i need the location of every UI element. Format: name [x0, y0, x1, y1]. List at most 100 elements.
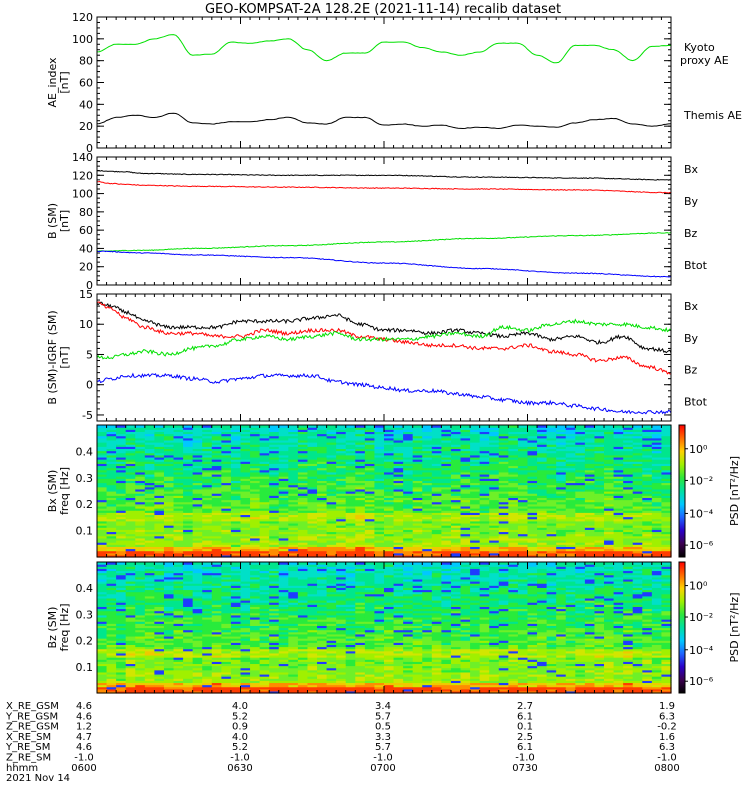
ephemeris-value: 1.2 [76, 722, 92, 733]
y-tick-label: 0.2 [76, 498, 94, 511]
ephemeris-value: 2.7 [517, 701, 533, 712]
legend-entry-kyoto: Kyoto [684, 41, 715, 54]
legend-entry-bz: Bz [684, 227, 698, 240]
ephemeris-value: 4.7 [76, 732, 92, 743]
ephemeris-value: 0.5 [375, 722, 391, 733]
ephemeris-value: 0700 [370, 763, 395, 774]
colorbar-tick-label: 10⁻⁴ [689, 644, 714, 657]
series-line-bx [97, 250, 671, 278]
series-line-bz [97, 232, 671, 252]
y-axis-unit: [nT] [58, 346, 71, 368]
colorbar [678, 561, 686, 694]
legend-entry-bx: Bx [684, 163, 699, 176]
ephemeris-value: 0630 [227, 763, 252, 774]
y-tick-label: 10 [79, 318, 93, 331]
y-tick-label: 20 [79, 120, 93, 133]
ephemeris-label: hhmm [6, 763, 38, 774]
ephemeris-value: 5.2 [232, 742, 248, 753]
legend-entry-kyoto: proxy AE [680, 54, 729, 67]
y-tick-label: 80 [79, 206, 93, 219]
y-tick-label: 0 [86, 279, 93, 292]
ephemeris-value: 5.7 [375, 742, 391, 753]
y-tick-label: 20 [79, 261, 93, 274]
y-axis-label: B (SM) [46, 203, 59, 239]
y-tick-label: 0.1 [76, 525, 94, 538]
ephemeris-value: 6.3 [659, 742, 675, 753]
y-tick-label: 40 [79, 98, 93, 111]
y-tick-label: 0 [86, 379, 93, 392]
colorbar-label: PSD [nT²/Hz] [728, 456, 741, 526]
y-tick-label: 0.3 [76, 608, 94, 621]
ephemeris-value: 0600 [71, 763, 96, 774]
series-line-bx [97, 372, 671, 415]
ephemeris-value: -1.0 [373, 753, 393, 764]
y-axis-label: B (SM)-IGRF (SM) [46, 310, 59, 404]
ephemeris-value: 5.7 [375, 711, 391, 722]
ephemeris-value: 4.6 [76, 742, 92, 753]
series-line-btot [97, 301, 671, 354]
series-line-by [97, 318, 671, 360]
y-tick-label: 60 [79, 224, 93, 237]
y-tick-label: 0.3 [76, 472, 94, 485]
colorbar-label: PSD [nT²/Hz] [728, 592, 741, 662]
legend-entry-themis: Themis AE [683, 109, 742, 122]
series-line-by [97, 180, 671, 194]
panel-3: -5 0 5 10 15 B (SM)-IGRF (SM) [nT] Bx By Bz Btot [46, 288, 708, 422]
ephemeris-value: 4.6 [76, 711, 92, 722]
ephemeris-value: 0730 [512, 763, 537, 774]
y-tick-label: 120 [72, 11, 93, 24]
ephemeris-value: 4.6 [76, 701, 92, 712]
ephemeris-value: 3.3 [375, 732, 391, 743]
series-line-themis-ae [97, 112, 671, 130]
y-tick-label: 120 [72, 169, 93, 182]
figure-title: GEO-KOMPSAT-2A 128.2E (2021-11-14) recal… [205, 2, 561, 17]
y-axis-unit: [nT] [58, 71, 71, 93]
legend-entry-btot: Btot [684, 395, 708, 408]
panel-2: 0 20 40 60 80 100 120 140 B (SM) [nT] Bx By Bz Btot [46, 151, 708, 292]
series-line-kyoto-proxy-ae [97, 34, 671, 64]
ephemeris-value: 1.6 [659, 732, 675, 743]
colorbar-tick-label: 10⁻⁶ [689, 539, 714, 552]
panel-frame [96, 156, 672, 286]
y-tick-label: 80 [79, 55, 93, 68]
y-tick-label: 0.4 [76, 445, 94, 458]
series-line-bz [97, 301, 671, 375]
ephemeris-label: Z_RE_GSM [6, 722, 59, 733]
ephemeris-value: 4.0 [232, 701, 248, 712]
y-tick-label: 0 [86, 142, 93, 155]
ephemeris-label: Z_RE_SM [6, 753, 51, 764]
y-tick-label: 60 [79, 77, 93, 90]
ephemeris-value: 5.2 [232, 711, 248, 722]
y-tick-label: 40 [79, 242, 93, 255]
ephemeris-value: -1.0 [657, 753, 677, 764]
panel-frame [96, 16, 672, 149]
ephemeris-value: -1.0 [74, 753, 94, 764]
ephemeris-value: 3.4 [375, 701, 391, 712]
ephemeris-label: Y_RE_GSM [5, 711, 58, 722]
colorbar-tick-label: 10⁻⁴ [689, 507, 714, 520]
spectrogram [97, 425, 672, 558]
panel-frame [96, 293, 672, 422]
spectrogram [97, 562, 672, 694]
ephemeris-label: X_RE_GSM [6, 701, 59, 712]
y-tick-label: 15 [79, 288, 93, 301]
y-tick-label: -5 [82, 409, 93, 422]
y-tick-label: 0.1 [76, 661, 94, 674]
y-tick-label: 0.4 [76, 582, 94, 595]
legend-entry-bz: Bz [684, 364, 698, 377]
colorbar-tick-label: 10⁻² [689, 474, 713, 487]
ephemeris-value: 6.1 [517, 742, 533, 753]
legend-entry-by: By [684, 332, 699, 345]
y-tick-label: 5 [86, 348, 93, 361]
y-axis-unit: freq [Hz] [58, 467, 71, 515]
colorbar-tick-label: 10⁻⁶ [689, 675, 714, 688]
ephemeris-value: -1.0 [230, 753, 250, 764]
y-tick-label: 140 [72, 151, 93, 164]
legend-entry-btot: Btot [684, 259, 708, 272]
ephemeris-value: 2.5 [517, 732, 533, 743]
y-tick-label: 100 [72, 33, 93, 46]
colorbar-tick-label: 10⁰ [689, 443, 708, 456]
ephemeris-date: 2021 Nov 14 [6, 773, 70, 784]
series-line-btot [97, 169, 671, 181]
